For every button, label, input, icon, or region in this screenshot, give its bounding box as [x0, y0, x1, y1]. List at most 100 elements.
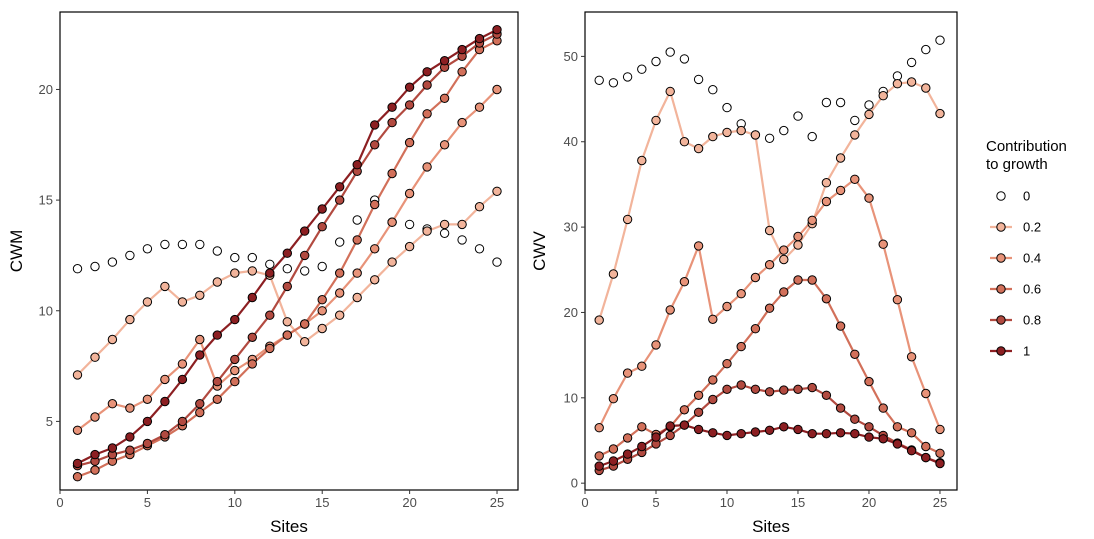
legend-item-1: 1: [990, 344, 1030, 359]
cwv-point-0-4-12: [750, 272, 761, 283]
cwm-point-1-13: [282, 248, 292, 258]
cwm-point-1-5: [142, 416, 153, 427]
cwv-point-0-4-2: [608, 394, 619, 404]
cwv-point-0-6-18: [835, 321, 846, 331]
cwm-point-0-2-6: [160, 281, 170, 292]
cwm-point-0-4-6: [160, 374, 170, 385]
cwv-point-0-13: [764, 133, 775, 144]
cwm-point-0-2-25: [492, 186, 502, 197]
cwm-point-0-4-17: [352, 268, 362, 278]
cwv-point-0-2-21: [878, 91, 888, 101]
cwv-x-tick-label-5: 5: [652, 495, 659, 510]
cwm-point-0-1: [72, 264, 83, 274]
cwv-point-0-15: [793, 111, 803, 121]
cwm-point-0-23: [457, 235, 467, 245]
cwv-point-0-6-24: [921, 441, 931, 452]
cwv-point-1-19: [850, 429, 860, 439]
cwm-point-0-8-15: [317, 222, 327, 232]
cwm-point-0-4-21: [422, 162, 432, 172]
cwm-point-0-2-19: [387, 257, 397, 267]
cwv-point-0-24: [921, 44, 931, 55]
cwv-y-axis-title: CWV: [530, 231, 549, 271]
cwv-point-0-6-12: [750, 324, 761, 334]
legend-item-0-4: 0.4: [990, 251, 1041, 266]
legend-label-0-8: 0.8: [1023, 313, 1041, 328]
cwm-point-0-6-14: [300, 319, 310, 329]
cwm-point-0-4-10: [230, 365, 240, 376]
cwv-series-line-0: [599, 39, 941, 140]
cwm-point-0-8-8: [195, 399, 205, 409]
cwm-point-0-6-10: [230, 376, 240, 387]
legend-title-line2: to growth: [986, 156, 1048, 173]
cwm-point-0-13: [282, 264, 292, 274]
cwv-point-0-6-20: [864, 376, 874, 387]
cwm-point-0-4-5: [142, 394, 153, 404]
cwv-point-0-6-22: [892, 422, 903, 432]
cwv-point-0-4-7: [679, 277, 690, 287]
cwm-point-1-17: [352, 160, 362, 170]
cwv-point-0-1: [594, 75, 604, 86]
legend-label-0-4: 0.4: [1023, 251, 1041, 266]
cwv-point-0-4-9: [708, 314, 718, 324]
cwm-point-0-9: [212, 246, 223, 256]
cwv-point-0-2-12: [750, 130, 761, 140]
cwv-point-0-4-1: [594, 423, 604, 433]
cwm-point-0-22: [439, 228, 450, 239]
cwv-point-0-6: [665, 47, 675, 57]
cwm-point-0-6-21: [422, 109, 432, 119]
cwm-point-0-6-1: [72, 472, 83, 482]
legend-title-line1: Contribution: [986, 138, 1067, 155]
cwv-point-0-2-11: [736, 125, 746, 136]
cwm-point-0-4-7: [177, 359, 188, 369]
cwv-point-0-25: [935, 35, 945, 45]
cwv-point-0-2-8: [693, 143, 704, 154]
cwm-point-0-2-15: [317, 323, 327, 334]
cwv-point-0-6-2: [608, 444, 619, 454]
cwm-point-0-2-9: [212, 277, 223, 287]
cwv-point-0-2-5: [651, 115, 661, 126]
cwv-point-1-5: [651, 432, 661, 442]
cwm-point-0-2-23: [457, 219, 467, 230]
cwv-point-0-2-20: [864, 109, 874, 120]
cwm-point-0-8-4: [125, 445, 135, 455]
cwv-point-0-2-9: [708, 131, 718, 142]
cwv-point-0-2-23: [906, 77, 917, 87]
cwm-point-0-6: [160, 239, 170, 250]
cwm-point-1-19: [387, 102, 397, 112]
legend-point-0: [996, 191, 1006, 201]
cwm-point-0-2-21: [422, 226, 432, 236]
cwv-x-axis-title: Sites: [752, 517, 790, 536]
cwv-point-1-3: [622, 449, 633, 459]
cwv-point-0-4-22: [892, 295, 903, 305]
cwv-point-0-6-11: [736, 341, 746, 352]
cwm-point-0-2-11: [247, 266, 258, 276]
cwm-y-tick-label-10: 10: [39, 303, 53, 318]
cwv-point-0-6-8: [693, 390, 704, 400]
cwm-point-0-4-18: [370, 244, 380, 254]
cwv-point-1-9: [708, 428, 718, 438]
cwm-point-0-16: [335, 237, 345, 247]
cwv-point-0-4-17: [821, 196, 832, 207]
cwv-point-0-4-20: [864, 193, 874, 203]
cwv-point-0-4-24: [921, 388, 931, 399]
cwv-point-1-11: [736, 429, 746, 439]
cwv-point-0-2-6: [665, 86, 675, 97]
cwm-point-0-4-8: [195, 334, 205, 345]
cwv-point-0-4-23: [906, 352, 917, 362]
cwm-point-0-11: [247, 252, 258, 263]
cwv-point-0-6-14: [779, 287, 789, 297]
cwm-point-1-8: [195, 350, 205, 360]
cwv-point-0-8-11: [736, 380, 746, 390]
cwm-x-tick-label-10: 10: [228, 495, 242, 510]
cwv-point-0-8: [693, 74, 704, 85]
cwm-point-1-7: [177, 374, 188, 385]
cwm-point-0-4-23: [457, 117, 467, 128]
cwm-point-0-14: [300, 266, 310, 276]
cwm-point-0-2-7: [177, 297, 188, 307]
cwv-series-line-0-2: [598, 80, 941, 321]
cwv-point-0-8-9: [708, 394, 718, 405]
legend-point-0-6: [996, 284, 1006, 294]
cwv-point-0-2-7: [679, 137, 690, 147]
cwv-point-1-22: [892, 439, 903, 449]
cwv-point-1-13: [764, 425, 775, 435]
